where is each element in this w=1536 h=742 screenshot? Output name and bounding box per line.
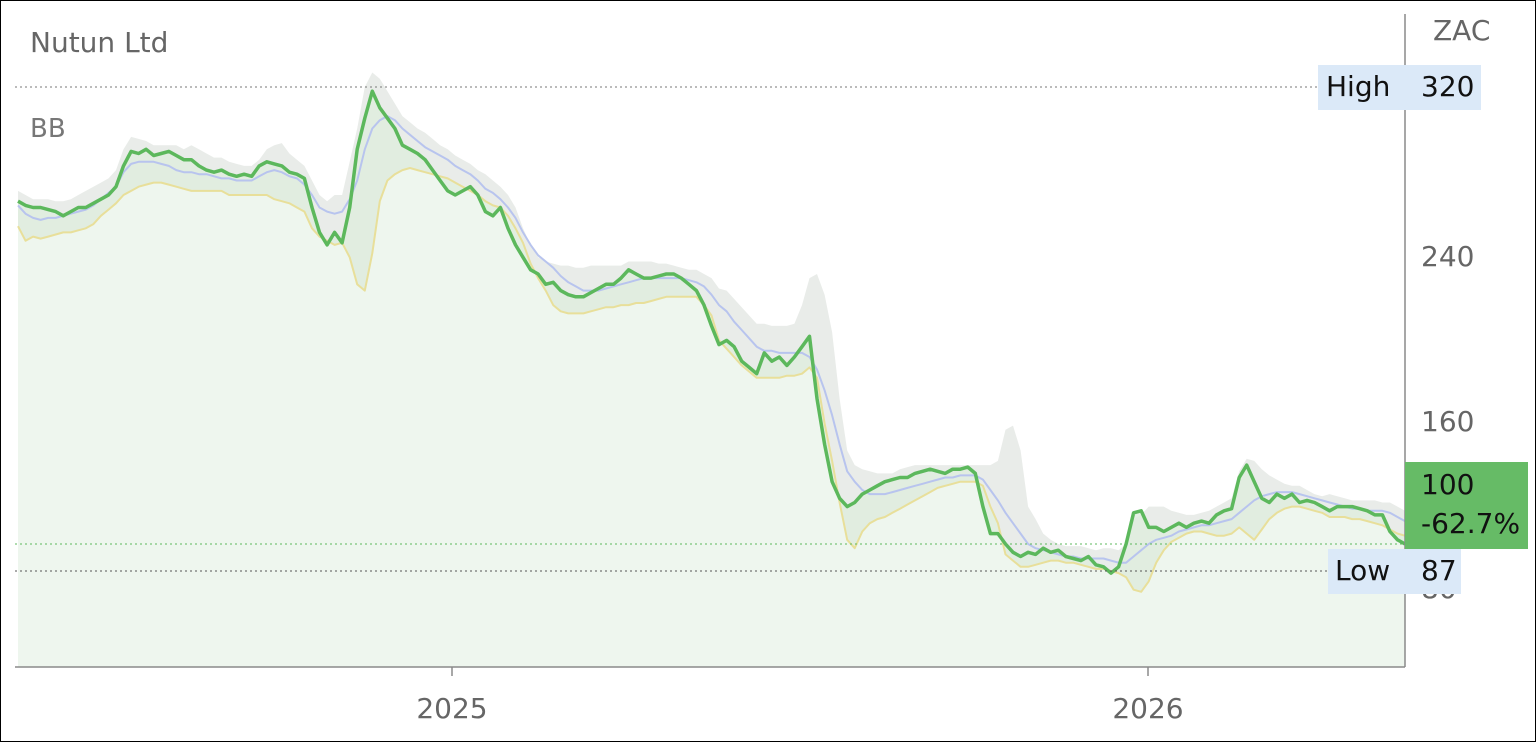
x-tick-label: 2026 [1112,692,1183,725]
price-band-fill [18,91,1405,592]
y-tick-label: 240 [1421,240,1474,273]
low-label-background [1328,549,1461,594]
price-area-fill [18,168,1405,667]
low-value: 87 [1421,554,1457,587]
last-price-badge [1405,462,1528,549]
last-price-change: -62.7% [1421,507,1520,540]
lower-band-line [17,167,1406,593]
x-tick-label: 2025 [416,692,487,725]
high-label-background [1318,65,1481,110]
middle-band-line [17,115,1406,564]
y-tick-label: 160 [1421,405,1474,438]
series-lines [17,89,1406,593]
bollinger-bands [18,72,1405,667]
last-price-value: 100 [1421,468,1474,501]
currency-label: ZAC [1433,14,1490,47]
low-label: Low [1335,554,1390,587]
high-value: 320 [1421,70,1474,103]
high-label: High [1326,70,1390,103]
chart-title: Nutun Ltd [30,26,168,59]
indicator-label: BB [30,114,66,144]
price-line [17,89,1406,575]
